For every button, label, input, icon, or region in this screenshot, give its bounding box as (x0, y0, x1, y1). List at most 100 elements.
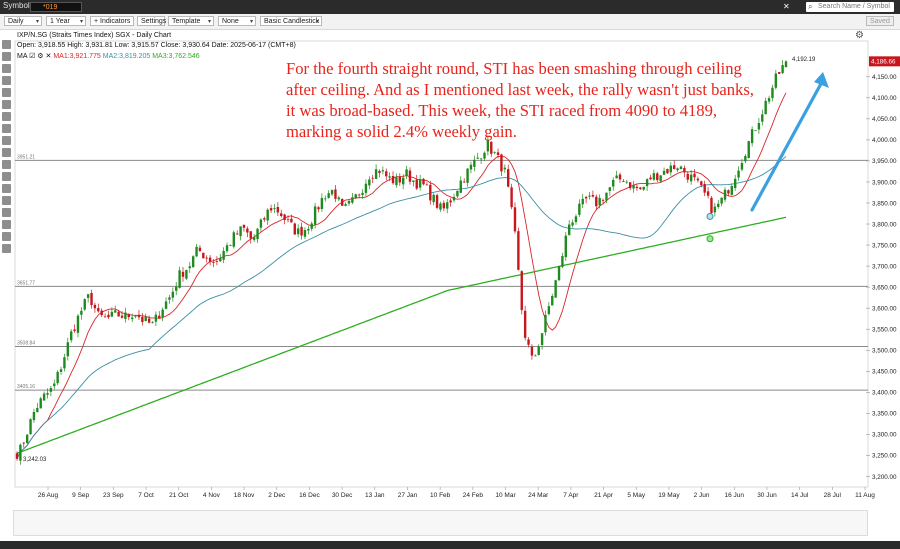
horizontal-level-label: 3405.16 (17, 384, 35, 390)
symbol-input[interactable]: *019 (30, 2, 82, 12)
candle-body (744, 156, 747, 162)
top-bar: Symbols: *019 ✕ ⌕ Search Name / Symbol (0, 0, 900, 14)
candle-body (412, 180, 415, 182)
template-select[interactable]: Template ▾ (168, 16, 214, 26)
candle-body (290, 218, 293, 223)
candle-body (466, 168, 469, 183)
candle-body (628, 182, 632, 189)
candle-body (266, 209, 269, 221)
y-tick-label: 3,750.00 (872, 242, 897, 249)
x-tick-label: 21 Oct (169, 492, 188, 499)
candle-body (520, 271, 523, 311)
candle-body (341, 199, 344, 206)
candle-body (137, 314, 141, 318)
low-label: 3,242.03 (23, 457, 47, 463)
candle-body (25, 434, 29, 443)
overlay-select[interactable]: None ▾ (218, 16, 256, 26)
candle-body (120, 315, 124, 318)
candle-body (422, 178, 425, 185)
rect-tool-icon[interactable] (2, 136, 11, 145)
candle-body (703, 183, 706, 193)
candle-body (198, 247, 202, 251)
candle-body (385, 171, 388, 177)
candle-body (584, 197, 588, 199)
line-tool-icon[interactable] (2, 64, 11, 73)
circle-tool-icon[interactable] (2, 160, 11, 169)
y-tick-label: 4,100.00 (872, 95, 897, 102)
candle-body (740, 163, 744, 170)
y-tick-label: 3,900.00 (872, 179, 897, 186)
indicators-button[interactable]: + Indicators (90, 16, 134, 26)
candle-body (679, 166, 683, 170)
candle-body (418, 179, 422, 188)
horizontal-level-label: 3651.77 (17, 280, 35, 286)
brush-tool-icon[interactable] (2, 220, 11, 229)
ma-label: MA (17, 53, 28, 60)
candle-body (276, 207, 280, 213)
candle-body (29, 419, 32, 435)
vline-tool-icon[interactable] (2, 100, 11, 109)
candle-body (500, 154, 503, 172)
measure-tool-icon[interactable] (2, 208, 11, 217)
candle-body (53, 383, 56, 387)
eraser-tool-icon[interactable] (2, 244, 11, 253)
candle-body (676, 168, 679, 171)
settings-button[interactable]: Settings (137, 16, 166, 26)
period-select[interactable]: Daily ▾ (4, 16, 42, 26)
crosshair-tool-icon[interactable] (2, 52, 11, 61)
ellipse-tool-icon[interactable] (2, 148, 11, 157)
candle-body (239, 226, 242, 237)
candle-body (639, 187, 642, 190)
candle-body (225, 245, 229, 252)
x-tick-label: 28 Jul (824, 492, 842, 499)
channel-tool-icon[interactable] (2, 112, 11, 121)
candle-body (381, 170, 385, 172)
trend-arrow (750, 78, 825, 212)
candle-body (127, 313, 130, 318)
candle-body (469, 164, 473, 170)
candle-body (330, 190, 334, 195)
candle-body (286, 219, 290, 221)
candle-body (398, 176, 402, 183)
highlighter-tool-icon[interactable] (2, 232, 11, 241)
candle-body (571, 222, 574, 226)
chart-style-label: Basic Candlestick (264, 18, 320, 25)
x-tick-label: 30 Jun (757, 492, 777, 499)
candle-body (764, 100, 767, 115)
candle-body (395, 177, 398, 186)
candle-body (347, 201, 351, 204)
candle-body (666, 169, 669, 174)
gear-icon[interactable]: ⚙ (855, 30, 864, 41)
ray-tool-icon[interactable] (2, 76, 11, 85)
saved-button[interactable]: Saved (866, 16, 894, 26)
candle-body (141, 316, 144, 322)
candle-body (246, 228, 249, 233)
x-tick-label: 9 Sep (72, 492, 89, 499)
cursor-tool-icon[interactable] (2, 40, 11, 49)
candle-body (195, 246, 198, 257)
candle-body (608, 187, 612, 191)
candle-body (22, 442, 25, 444)
candle-body (103, 316, 107, 318)
candle-body (717, 203, 720, 208)
fib-tool-icon[interactable] (2, 124, 11, 133)
x-tick-label: 16 Dec (299, 492, 320, 499)
candle-body (686, 173, 689, 180)
candle-body (80, 310, 83, 315)
text-tool-icon[interactable] (2, 196, 11, 205)
candle-body (205, 257, 208, 259)
arrow-tool-icon[interactable] (2, 184, 11, 193)
candle-body (564, 235, 568, 258)
ma-tool-icons[interactable]: ☑ ⚙ ✕ (29, 53, 52, 60)
range-select[interactable]: 1 Year ▾ (46, 16, 86, 26)
candle-body (32, 412, 36, 421)
search-input[interactable]: ⌕ Search Name / Symbol (806, 2, 894, 12)
navigator-pane[interactable] (13, 510, 868, 536)
candle-body (252, 237, 256, 240)
arc-tool-icon[interactable] (2, 172, 11, 181)
close-icon[interactable]: ✕ (783, 2, 790, 11)
candle-body (486, 139, 490, 152)
candle-body (652, 173, 656, 180)
chart-style-select[interactable]: Basic Candlestick ▾ (260, 16, 322, 26)
hline-tool-icon[interactable] (2, 88, 11, 97)
